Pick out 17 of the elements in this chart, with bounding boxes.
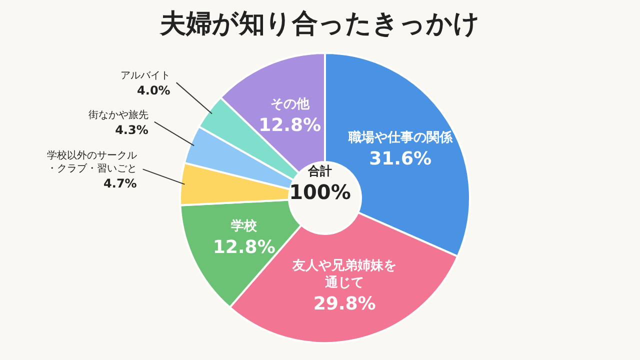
- data-label: 29.8%: [313, 294, 376, 315]
- data-label: 4.7%: [104, 176, 137, 191]
- data-label: 12.8%: [258, 114, 322, 136]
- text: 100%: [288, 180, 352, 204]
- slice-label: 職場や仕事の関係: [347, 129, 454, 146]
- slice-label: アルバイト: [120, 70, 170, 82]
- data-label: 4.0%: [137, 84, 170, 98]
- slice-label: その他: [270, 96, 310, 112]
- data-label: 4.3%: [115, 122, 148, 137]
- text: 合計: [307, 163, 333, 180]
- slice-label: 学校: [231, 218, 258, 234]
- chart-title: 夫婦が知り合ったきっかけ: [158, 8, 481, 41]
- data-label: 12.8%: [212, 236, 276, 258]
- slice-label: 学校以外のサークル・クラブ・習いごと: [46, 150, 137, 175]
- data-label: 31.6%: [369, 148, 432, 170]
- slice-label: 友人や兄弟姉妹を通じて: [292, 258, 397, 291]
- slice-label: 街なかや旅先: [88, 108, 148, 121]
